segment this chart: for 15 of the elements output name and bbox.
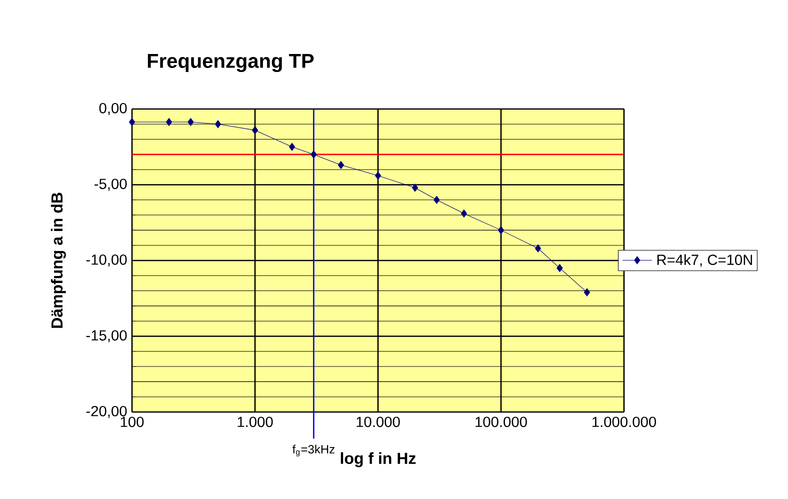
- x-axis-title: log f in Hz: [340, 452, 416, 468]
- x-tick-label: 1.000: [238, 416, 273, 428]
- x-tick-label: 100.000: [476, 416, 527, 428]
- y-tick-label: -20,00: [86, 406, 127, 418]
- chart-title: Frequenzgang TP: [148, 54, 314, 72]
- y-tick-label: -10,00: [86, 254, 127, 267]
- y-tick-label: 0,00: [99, 102, 127, 116]
- y-axis-title: Dämpfung a in dB: [50, 192, 66, 328]
- x-tick-label: 10.000: [356, 416, 400, 428]
- y-tick-label: -15,00: [86, 330, 127, 342]
- legend-label: R=4k7, C=10N: [657, 254, 752, 267]
- x-tick-label: 1.000.000: [592, 416, 656, 428]
- text: f$_{g}$=3kHz: [292, 444, 334, 456]
- y-tick-label: -5,00: [94, 178, 127, 191]
- x-tick-label: 100: [120, 416, 144, 428]
